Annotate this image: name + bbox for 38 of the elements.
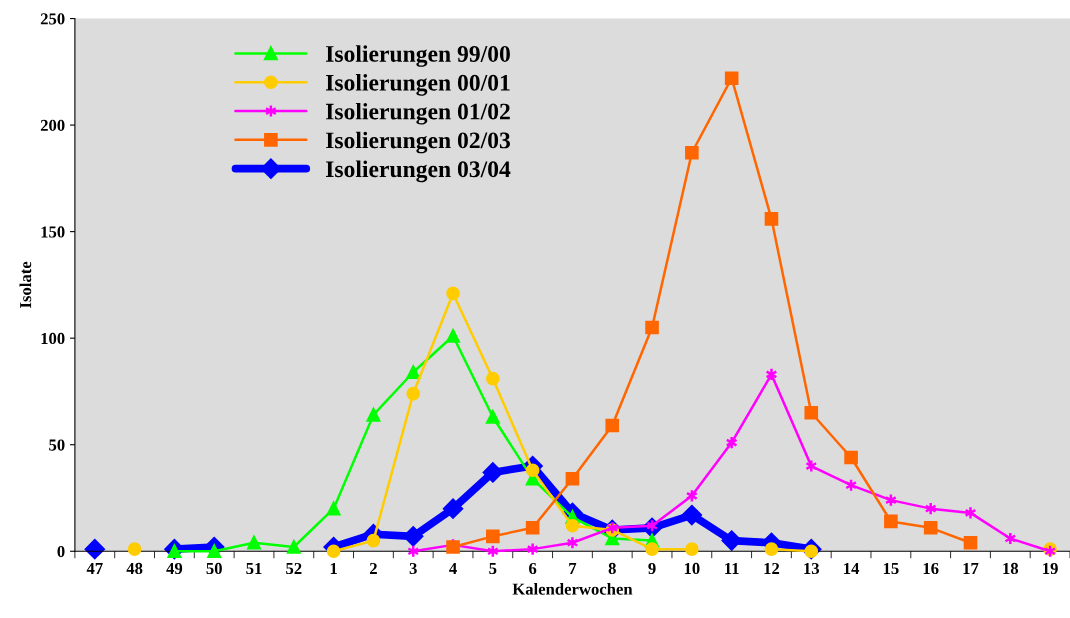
x-tick-label: 1 [330, 562, 337, 574]
x-axis-title: Kalenderwochen [512, 583, 633, 595]
y-tick-label: 250 [40, 13, 65, 25]
legend-label: Isolierungen 03/04 [325, 160, 511, 183]
x-tick-label: 7 [569, 563, 577, 574]
y-tick-label: 0 [57, 545, 65, 558]
x-tick-label: 17 [963, 562, 979, 574]
x-tick-label: 51 [246, 562, 262, 575]
x-tick-label: 50 [206, 562, 222, 575]
x-tick-label: 47 [86, 562, 103, 574]
legend-label: Isolierungen 99/00 [325, 45, 510, 67]
x-tick-label: 12 [764, 562, 780, 574]
x-tick-label: 13 [804, 562, 820, 575]
x-tick-label: 49 [166, 562, 183, 575]
x-tick-label: 52 [286, 562, 302, 575]
x-tick-label: 6 [529, 562, 537, 575]
x-tick-label: 11 [725, 562, 739, 574]
y-tick-label: 200 [40, 119, 65, 132]
x-tick-label: 48 [126, 562, 143, 575]
x-tick-label: 4 [449, 562, 457, 574]
x-tick-label: 9 [648, 562, 656, 575]
x-tick-label: 14 [844, 562, 860, 574]
y-tick-label: 50 [49, 439, 65, 451]
x-tick-label: 3 [409, 562, 417, 575]
x-tick-label: 18 [1003, 562, 1019, 575]
x-tick-label: 19 [1043, 562, 1058, 575]
x-tick-label: 8 [608, 562, 616, 575]
x-tick-label: 10 [684, 562, 700, 575]
x-tick-label: 15 [883, 562, 899, 575]
x-tick-label: 16 [923, 562, 939, 575]
legend-label: Isolierungen 00/01 [325, 74, 510, 96]
y-axis-title: Isolate [19, 261, 32, 308]
legend-label: Isolierungen 01/02 [325, 102, 510, 125]
legend-label: Isolierungen 02/03 [325, 131, 510, 154]
y-tick-label: 100 [41, 332, 65, 345]
y-tick-label: 150 [41, 226, 65, 238]
x-tick-label: 2 [369, 562, 377, 574]
x-tick-label: 5 [489, 563, 497, 575]
